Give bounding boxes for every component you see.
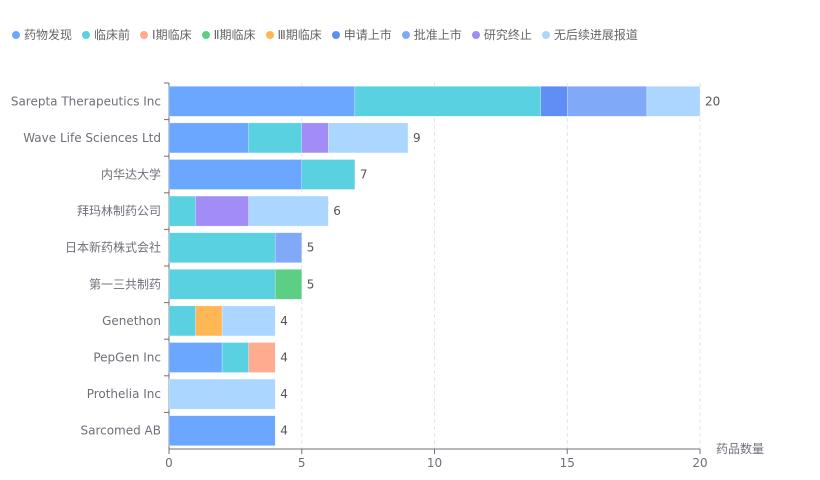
- x-axis-label: 药品数量: [716, 441, 764, 456]
- bar-segment: [301, 159, 356, 190]
- legend-item[interactable]: Ⅰ期临床: [140, 26, 192, 43]
- total-label: 9: [413, 131, 421, 145]
- x-tick-label: 5: [298, 456, 306, 470]
- total-label: 7: [360, 168, 368, 182]
- bar-segment: [221, 305, 276, 337]
- total-label: 6: [333, 204, 341, 218]
- legend-item[interactable]: Ⅲ期临床: [265, 26, 322, 43]
- y-tick-label: Sarepta Therapeutics Inc: [11, 94, 161, 108]
- y-tick-label: Prothelia Inc: [87, 387, 161, 401]
- total-label: 5: [307, 277, 315, 291]
- legend-marker-icon: [82, 30, 91, 39]
- bar-segment: [540, 86, 568, 117]
- total-label: 4: [280, 351, 288, 365]
- y-tick-label: Genethon: [102, 314, 161, 328]
- legend-label: 批准上市: [413, 28, 462, 42]
- bar-segment: [274, 232, 303, 263]
- legend-item[interactable]: Ⅱ期临床: [201, 26, 256, 43]
- bar-segment: [646, 86, 701, 117]
- bar-segment: [328, 122, 409, 154]
- y-tick-label: 第一三共制药: [89, 277, 161, 291]
- legend-item[interactable]: 批准上市: [401, 26, 462, 43]
- legend-label: 临床前: [94, 28, 131, 42]
- bar-segment: [221, 342, 249, 373]
- legend-item[interactable]: 药物发现: [12, 26, 72, 43]
- bar-segment: [354, 86, 541, 117]
- bar-segment: [168, 122, 249, 154]
- bar-segment: [168, 195, 196, 227]
- bar-segment: [168, 342, 223, 373]
- legend-item[interactable]: 申请上市: [331, 26, 392, 43]
- legend-marker-icon: [140, 30, 149, 39]
- bar-segment: [195, 305, 223, 337]
- bar-segment: [195, 195, 249, 227]
- x-tick-label: 0: [165, 456, 173, 470]
- legend: 药物发现 临床前 Ⅰ期临床 Ⅱ期临床 Ⅲ期临床 申请上市 批准上市 研究终止 无后续进展报道: [12, 26, 638, 43]
- bar-segment: [168, 86, 356, 117]
- legend-item[interactable]: 研究终止: [471, 26, 532, 43]
- legend-marker-icon: [471, 30, 480, 39]
- total-label: 4: [280, 387, 288, 401]
- bar-segment: [168, 232, 276, 263]
- total-label: 5: [307, 241, 315, 255]
- legend-marker-icon: [331, 30, 340, 39]
- bar-segment: [274, 269, 303, 300]
- x-tick-label: 15: [560, 456, 575, 470]
- bar-segment: [248, 195, 329, 227]
- x-tick-label: 10: [427, 456, 442, 470]
- legend-marker-icon: [12, 30, 20, 39]
- y-tick-label: 日本新药株式会社: [65, 240, 161, 255]
- legend-label: Ⅲ期临床: [277, 28, 322, 42]
- bar-segment: [168, 378, 276, 410]
- y-tick-label: Sarcomed AB: [80, 424, 161, 438]
- legend-label: 申请上市: [343, 28, 392, 42]
- bar-segment: [248, 342, 276, 373]
- total-label: 20: [705, 94, 720, 108]
- bar-segment: [168, 415, 276, 446]
- y-tick-label: Wave Life Sciences Ltd: [23, 131, 161, 145]
- total-label: 4: [280, 424, 288, 438]
- legend-marker-icon: [201, 30, 210, 39]
- total-label: 4: [280, 314, 288, 328]
- y-tick-label: 内华达大学: [101, 167, 161, 182]
- y-tick-label: PepGen Inc: [93, 351, 161, 365]
- y-tick-label: 拜玛林制药公司: [77, 204, 161, 218]
- legend-label: 研究终止: [483, 28, 532, 42]
- legend-marker-icon: [401, 30, 410, 39]
- bar-segment: [168, 159, 302, 190]
- legend-label: Ⅱ期临床: [213, 28, 256, 42]
- legend-item[interactable]: 临床前: [82, 26, 130, 43]
- bar-segment: [168, 305, 196, 337]
- legend-label: Ⅰ期临床: [152, 28, 192, 42]
- legend-label: 无后续进展报道: [553, 28, 638, 42]
- bar-segment: [248, 122, 302, 154]
- bar-segment: [567, 86, 648, 117]
- legend-item[interactable]: 无后续进展报道: [541, 26, 638, 43]
- legend-marker-icon: [265, 30, 274, 39]
- legend-marker-icon: [541, 30, 550, 39]
- legend-label: 药物发现: [24, 28, 73, 42]
- bar-segment: [301, 122, 329, 154]
- bar-segment: [168, 269, 276, 300]
- x-tick-label: 20: [692, 456, 707, 470]
